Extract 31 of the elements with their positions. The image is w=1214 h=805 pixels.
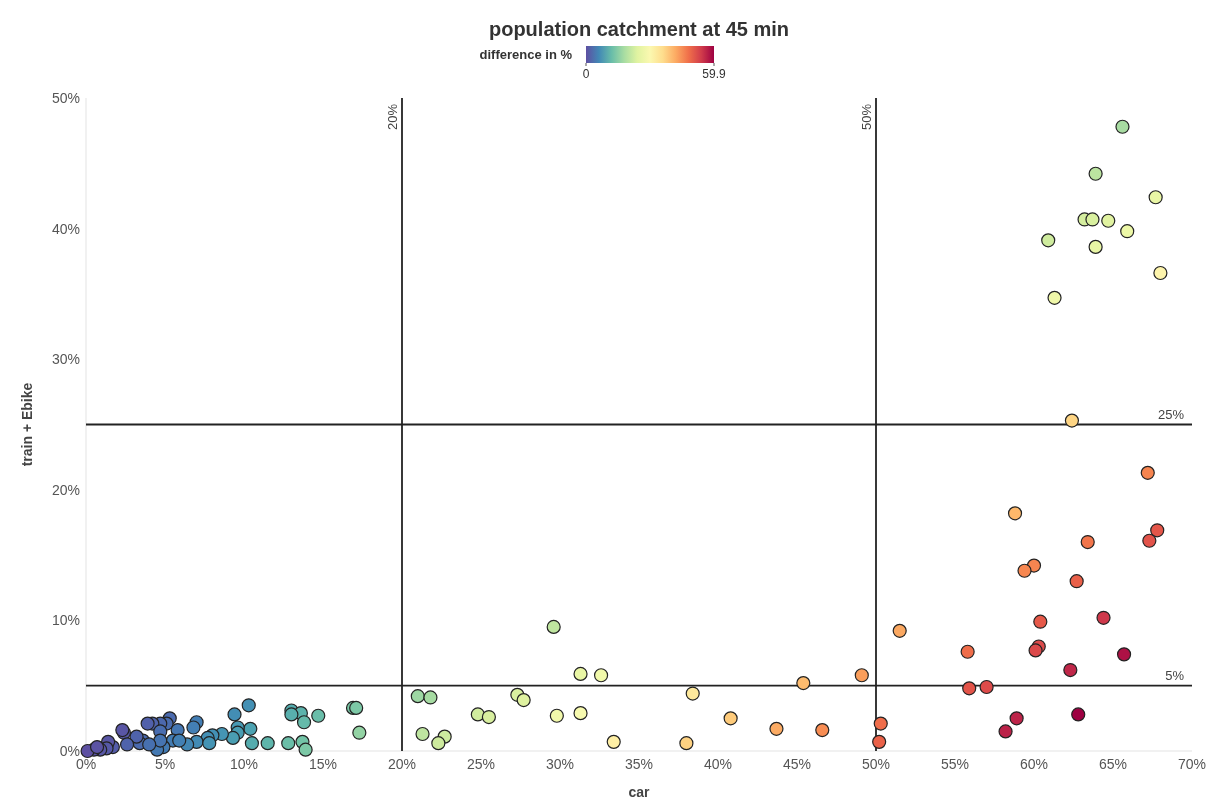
x-axis-title: car	[628, 784, 651, 800]
x-tick-label: 25%	[466, 756, 496, 772]
ref-line-label: 5%	[1165, 667, 1185, 683]
chart-title: population catchment at 45 min	[488, 18, 790, 40]
ref-line-label: 25%	[1157, 406, 1185, 422]
x-tick-label: 40%	[703, 756, 733, 772]
x-tick-label: 65%	[1098, 756, 1128, 772]
x-tick-label: 35%	[624, 756, 654, 772]
y-tick-label: 20%	[51, 481, 80, 498]
color-bar-title: difference in %	[479, 47, 573, 62]
y-tick-label: 0%	[59, 743, 80, 759]
x-tick-label: 0%	[75, 756, 97, 772]
x-tick-label: 10%	[229, 756, 259, 772]
x-tick-label: 5%	[154, 756, 176, 772]
ref-line-label: 20%	[385, 103, 400, 131]
y-tick-label: 30%	[51, 351, 80, 368]
x-tick-label: 50%	[861, 756, 891, 772]
x-tick-label: 60%	[1019, 756, 1049, 772]
ref-line-label: 50%	[859, 103, 874, 131]
x-tick-label: 70%	[1177, 756, 1207, 772]
color-bar-label: 59.9	[702, 67, 726, 81]
x-tick-label: 55%	[940, 756, 970, 772]
x-tick-label: 15%	[308, 756, 338, 772]
x-tick-label: 45%	[782, 756, 812, 772]
y-tick-label: 10%	[51, 612, 80, 629]
y-tick-label: 50%	[51, 90, 80, 106]
color-bar-label: 0	[582, 67, 590, 81]
y-tick-label: 40%	[51, 220, 80, 237]
x-tick-label: 30%	[545, 756, 575, 772]
x-tick-label: 20%	[387, 756, 417, 772]
y-axis-title: train + Ebike	[19, 382, 35, 467]
